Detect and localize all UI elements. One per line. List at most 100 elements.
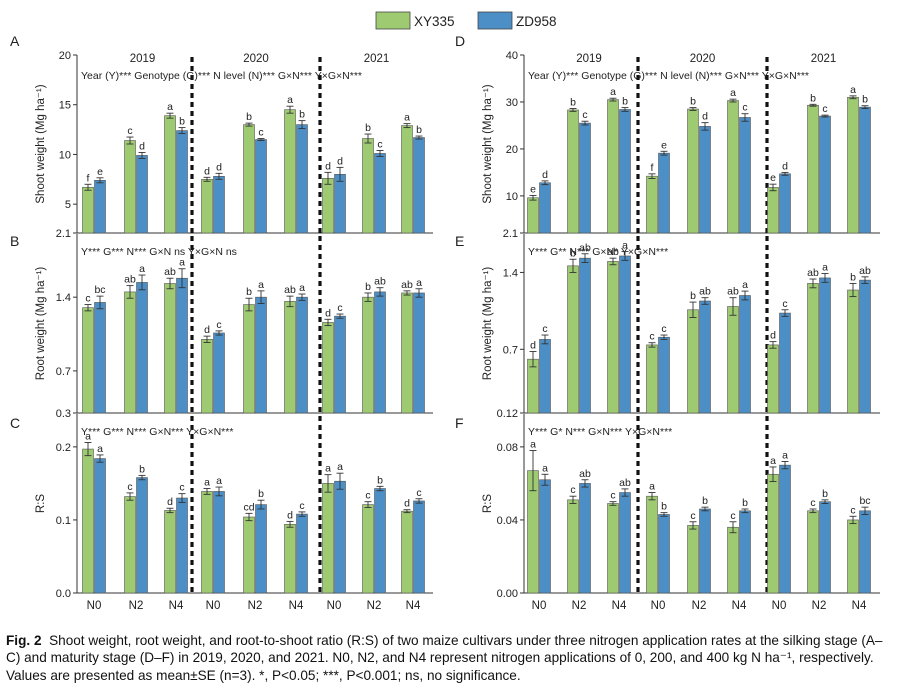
bar-zd958 (255, 296, 267, 414)
legend-swatch-xy335 (375, 11, 411, 30)
panel-A: A 2.1 5 10 15 20 Shoot weight (Mg ha⁻¹) 2019 202… (10, 33, 433, 240)
significance-letter: a (325, 463, 331, 475)
bar-zd958 (136, 282, 148, 414)
significance-letter: a (610, 86, 616, 98)
x-tick-label: N4 (852, 600, 867, 612)
significance-letter: ab (727, 286, 739, 298)
bar-zd958 (819, 501, 831, 594)
x-tick-label: N0 (532, 600, 547, 612)
x-tick-label: N0 (651, 600, 666, 612)
bar-xy335 (362, 296, 374, 414)
significance-letter: b (690, 290, 696, 302)
significance-letter: b (862, 94, 868, 106)
legend: XY335 ZD958 (375, 11, 557, 30)
significance-letter: ab (579, 242, 591, 254)
significance-letter: c (299, 500, 304, 512)
significance-letter: b (622, 96, 628, 108)
significance-letter: e (97, 166, 103, 178)
significance-letter: c (730, 510, 735, 522)
bar-xy335 (284, 109, 296, 234)
bar-xy335 (82, 186, 94, 234)
bar-zd958 (296, 124, 308, 234)
y-axis-title: Shoot weight (Mg ha⁻¹) (482, 84, 494, 203)
significance-letter: f (87, 172, 90, 184)
bar-zd958 (136, 477, 148, 594)
bar-zd958 (413, 292, 425, 414)
bar-xy335 (567, 265, 579, 414)
significance-letter: a (287, 94, 293, 106)
bar-zd958 (699, 126, 711, 234)
y-tick-label: 1.4 (56, 292, 71, 304)
y-tick-label: 30 (506, 97, 518, 109)
significance-letter: b (661, 501, 667, 513)
bar-zd958 (334, 315, 346, 414)
bar-xy335 (687, 108, 699, 234)
significance-letter: a (622, 240, 628, 252)
bar-xy335 (164, 510, 176, 594)
year-label: 2019 (576, 53, 602, 65)
significance-letter: d (325, 160, 331, 172)
significance-letter: a (416, 277, 422, 289)
bar-xy335 (82, 307, 94, 414)
stats-annotation: Y*** G*** N*** G×N ns Y×G×N ns (81, 246, 237, 258)
stats-annotation: Year (Y)*** Genotype (G)*** N level (N)*… (528, 70, 809, 82)
bar-xy335 (567, 109, 579, 234)
x-tick-label: N2 (248, 600, 263, 612)
bar-zd958 (374, 153, 386, 234)
bar-xy335 (243, 304, 255, 414)
significance-letter: b (416, 124, 422, 136)
significance-letter: a (139, 263, 145, 275)
bar-zd958 (374, 291, 386, 414)
significance-letter: b (570, 247, 576, 259)
significance-letter: c (258, 127, 263, 139)
x-tick-label: N2 (692, 600, 707, 612)
significance-letter: ab (284, 284, 296, 296)
bar-xy335 (607, 503, 619, 594)
significance-letter: c (570, 484, 575, 496)
y-tick-label: 20 (506, 144, 518, 156)
significance-letter: c (365, 490, 370, 502)
x-tick-label: N4 (406, 600, 421, 612)
significance-letter: ab (374, 276, 386, 288)
significance-letter: c (610, 490, 615, 502)
bar-zd958 (658, 152, 670, 234)
bar-zd958 (579, 122, 591, 234)
significance-letter: c (85, 293, 90, 305)
significance-letter: d (216, 161, 222, 173)
bar-xy335 (646, 344, 658, 414)
bar-zd958 (739, 510, 751, 594)
significance-letter: a (542, 462, 548, 474)
bar-xy335 (201, 338, 213, 414)
significance-letter: b (850, 271, 856, 283)
bar-zd958 (579, 483, 591, 594)
panel-letter: D (455, 33, 465, 49)
bar-zd958 (539, 339, 551, 414)
bar-xy335 (607, 99, 619, 234)
x-tick-label: N0 (87, 600, 102, 612)
bar-xy335 (807, 104, 819, 234)
bar-xy335 (164, 115, 176, 234)
significance-letter: b (810, 92, 816, 104)
stats-annotation: Y*** G* N*** G×N*** Y×G×N*** (528, 426, 672, 438)
year-label: 2020 (690, 53, 716, 65)
significance-letter: c (337, 302, 342, 314)
bar-xy335 (807, 283, 819, 414)
x-tick-label: N2 (812, 600, 827, 612)
bar-xy335 (401, 510, 413, 594)
significance-letter: a (530, 439, 536, 451)
significance-letter: b (702, 495, 708, 507)
year-label: 2019 (130, 53, 156, 65)
significance-letter: b (246, 111, 252, 123)
significance-letter: a (770, 455, 776, 467)
bar-zd958 (296, 296, 308, 414)
y-tick-label: 0.08 (497, 442, 518, 454)
bar-xy335 (164, 283, 176, 414)
y-tick-label: 10 (59, 149, 71, 161)
significance-letter: b (246, 286, 252, 298)
bar-zd958 (255, 504, 267, 594)
bar-zd958 (334, 480, 346, 594)
stats-annotation: Y*** G*** N*** G×N*** Y×G×N*** (81, 426, 233, 438)
y-axis-title: Root weight (Mg ha⁻¹) (35, 267, 47, 381)
panel-letter: C (10, 415, 20, 431)
bar-xy335 (201, 491, 213, 594)
